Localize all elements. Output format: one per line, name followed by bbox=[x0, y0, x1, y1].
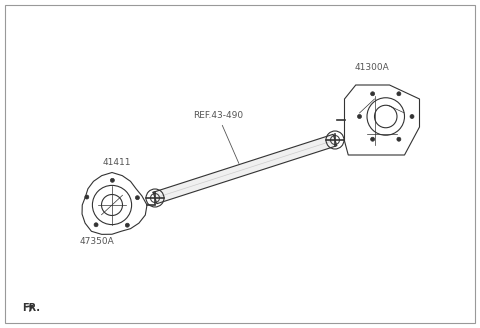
Circle shape bbox=[110, 178, 114, 182]
Circle shape bbox=[371, 92, 374, 96]
Circle shape bbox=[397, 137, 401, 141]
Text: 47350A: 47350A bbox=[80, 237, 114, 246]
Circle shape bbox=[85, 195, 89, 199]
Text: 41411: 41411 bbox=[103, 158, 131, 167]
Circle shape bbox=[358, 114, 361, 118]
Circle shape bbox=[410, 114, 414, 118]
Polygon shape bbox=[153, 134, 337, 204]
Circle shape bbox=[397, 92, 401, 96]
Circle shape bbox=[135, 196, 139, 200]
Text: FR.: FR. bbox=[22, 303, 40, 313]
Circle shape bbox=[125, 223, 129, 227]
Text: REF.43-490: REF.43-490 bbox=[193, 111, 243, 163]
Circle shape bbox=[94, 223, 98, 227]
Text: 41300A: 41300A bbox=[355, 63, 389, 72]
Circle shape bbox=[371, 137, 374, 141]
